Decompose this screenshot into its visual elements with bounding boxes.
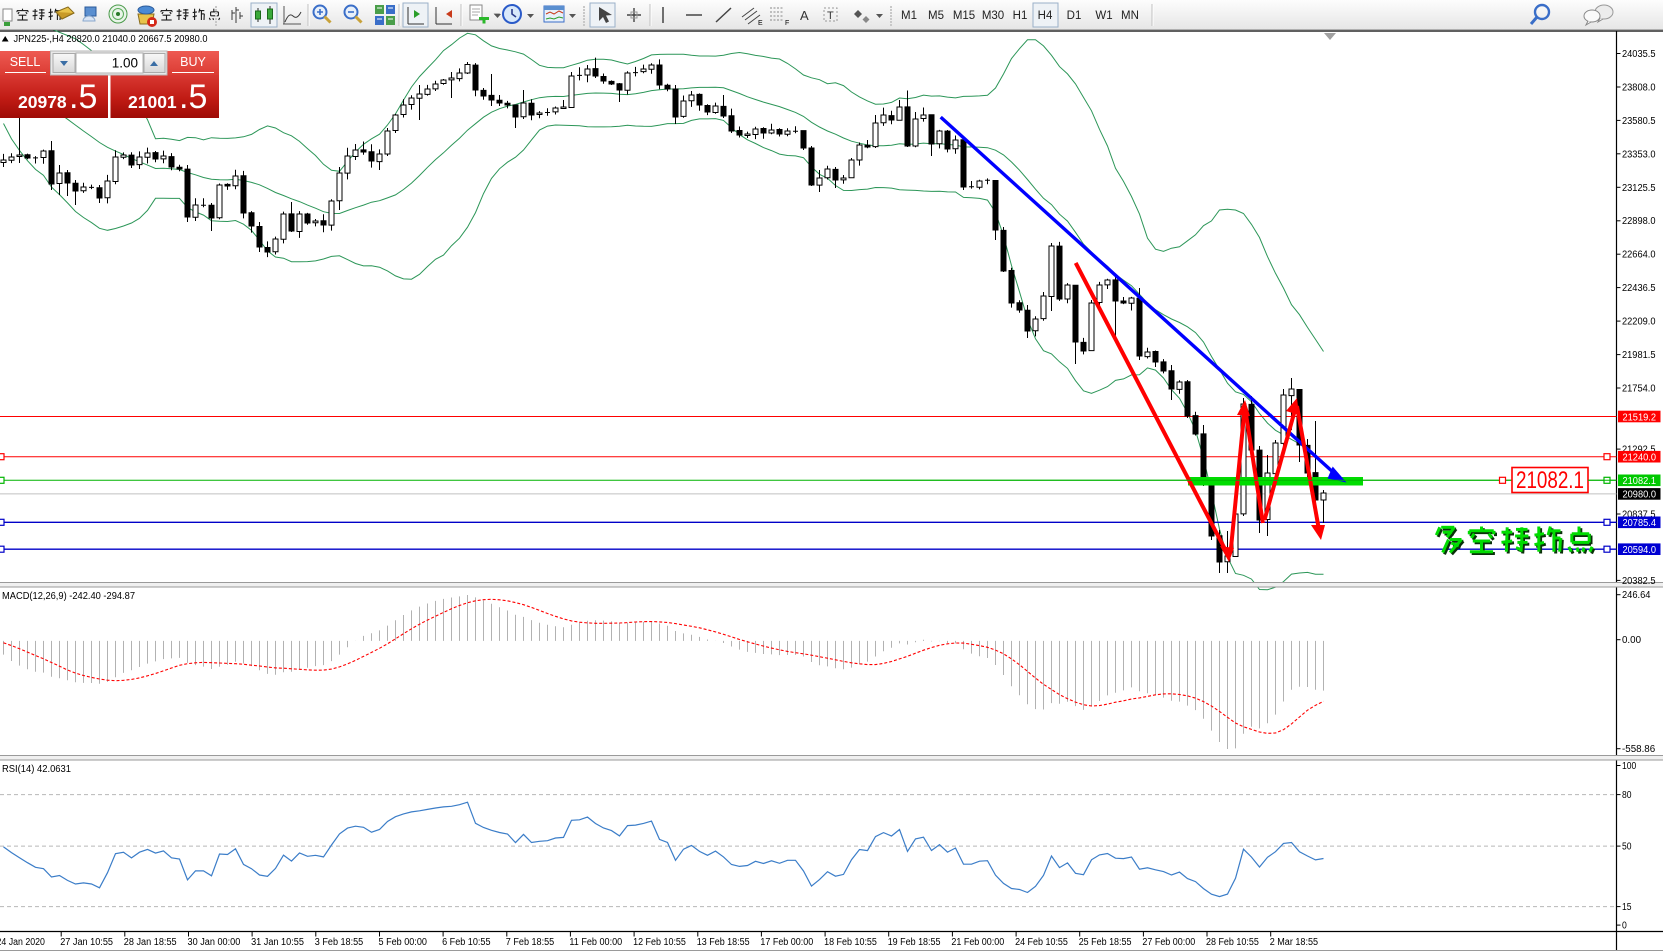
svg-text:17 Feb 00:00: 17 Feb 00:00	[760, 937, 813, 948]
svg-text:20978: 20978	[18, 92, 67, 112]
svg-text:31 Jan 10:55: 31 Jan 10:55	[251, 937, 304, 948]
svg-text:23808.0: 23808.0	[1622, 83, 1656, 94]
svg-text:100: 100	[1622, 761, 1637, 772]
svg-text:21082.1: 21082.1	[1623, 476, 1657, 487]
svg-text:20594.0: 20594.0	[1623, 545, 1657, 556]
svg-text:0.00: 0.00	[1622, 635, 1641, 646]
svg-text:246.64: 246.64	[1622, 590, 1651, 601]
svg-text:5 Feb 00:00: 5 Feb 00:00	[379, 937, 428, 948]
svg-text:20785.4: 20785.4	[1623, 518, 1657, 529]
svg-text:21 Feb 00:00: 21 Feb 00:00	[951, 937, 1004, 948]
svg-text:21519.2: 21519.2	[1623, 412, 1657, 423]
svg-text:21981.5: 21981.5	[1622, 350, 1656, 361]
svg-text:M30: M30	[982, 10, 1004, 22]
svg-text:21001: 21001	[128, 92, 177, 112]
svg-text:27 Feb 00:00: 27 Feb 00:00	[1142, 937, 1195, 948]
svg-text:22209.0: 22209.0	[1622, 317, 1656, 328]
svg-text:MACD(12,26,9) -242.40 -294.87: MACD(12,26,9) -242.40 -294.87	[2, 591, 135, 602]
svg-text:W1: W1	[1095, 10, 1112, 22]
svg-text:50: 50	[1622, 842, 1632, 853]
svg-text:M5: M5	[928, 10, 944, 22]
svg-text:13 Feb 18:55: 13 Feb 18:55	[697, 937, 750, 948]
svg-text:11 Feb 00:00: 11 Feb 00:00	[569, 937, 622, 948]
svg-text:12 Feb 10:55: 12 Feb 10:55	[633, 937, 686, 948]
svg-text:T: T	[827, 10, 834, 22]
svg-text:15: 15	[1622, 902, 1632, 913]
svg-text:25 Feb 18:55: 25 Feb 18:55	[1079, 937, 1132, 948]
svg-text:21240.0: 21240.0	[1623, 453, 1657, 464]
svg-text:M1: M1	[901, 10, 917, 22]
svg-text:7 Feb 18:55: 7 Feb 18:55	[506, 937, 555, 948]
svg-text:A: A	[800, 8, 809, 23]
svg-text:20382.5: 20382.5	[1622, 576, 1656, 587]
svg-text:19 Feb 18:55: 19 Feb 18:55	[888, 937, 941, 948]
svg-text:.5: .5	[69, 78, 97, 116]
svg-text:24 Feb 10:55: 24 Feb 10:55	[1015, 937, 1068, 948]
svg-text:M15: M15	[953, 10, 975, 22]
svg-text:21754.0: 21754.0	[1622, 384, 1656, 395]
svg-text:3 Feb 18:55: 3 Feb 18:55	[315, 937, 364, 948]
svg-text:H1: H1	[1013, 10, 1028, 22]
svg-text:20837.5: 20837.5	[1622, 510, 1656, 521]
svg-text:-558.86: -558.86	[1622, 744, 1656, 755]
svg-text:.5: .5	[179, 78, 207, 116]
svg-text:22436.5: 22436.5	[1622, 283, 1656, 294]
svg-text:18 Feb 10:55: 18 Feb 10:55	[824, 937, 877, 948]
svg-text:24035.5: 24035.5	[1622, 49, 1656, 60]
svg-text:22898.0: 22898.0	[1622, 216, 1656, 227]
svg-text:28 Jan 18:55: 28 Jan 18:55	[124, 937, 177, 948]
svg-text:F: F	[785, 20, 789, 27]
svg-text:23125.5: 23125.5	[1622, 183, 1656, 194]
svg-text:D1: D1	[1067, 10, 1082, 22]
svg-text:MN: MN	[1121, 10, 1139, 22]
svg-text:SELL: SELL	[10, 55, 41, 69]
svg-text:H4: H4	[1038, 10, 1053, 22]
svg-text:JPN225-,H4 20820.0 21040.0 20: JPN225-,H4 20820.0 21040.0 20667.5 20980…	[14, 34, 208, 45]
svg-text:23580.5: 23580.5	[1622, 116, 1656, 127]
svg-text:21082.1: 21082.1	[1516, 467, 1584, 494]
svg-text:2 Mar 18:55: 2 Mar 18:55	[1270, 937, 1319, 948]
svg-text:21292.5: 21292.5	[1622, 445, 1656, 456]
svg-text:80: 80	[1622, 790, 1632, 801]
svg-text:20980.0: 20980.0	[1623, 490, 1657, 501]
svg-text:28 Feb 10:55: 28 Feb 10:55	[1206, 937, 1259, 948]
svg-text:E: E	[758, 20, 763, 27]
svg-text:0: 0	[1622, 921, 1627, 932]
svg-text:6 Feb 10:55: 6 Feb 10:55	[442, 937, 491, 948]
svg-text:22664.0: 22664.0	[1622, 250, 1656, 261]
svg-text:23353.0: 23353.0	[1622, 149, 1656, 160]
svg-text:27 Jan 10:55: 27 Jan 10:55	[60, 937, 113, 948]
svg-text:1.00: 1.00	[112, 56, 138, 71]
svg-text:24 Jan 2020: 24 Jan 2020	[0, 937, 45, 948]
svg-text:30 Jan 00:00: 30 Jan 00:00	[188, 937, 241, 948]
svg-text:BUY: BUY	[180, 55, 206, 69]
svg-text:RSI(14) 42.0631: RSI(14) 42.0631	[2, 764, 71, 775]
